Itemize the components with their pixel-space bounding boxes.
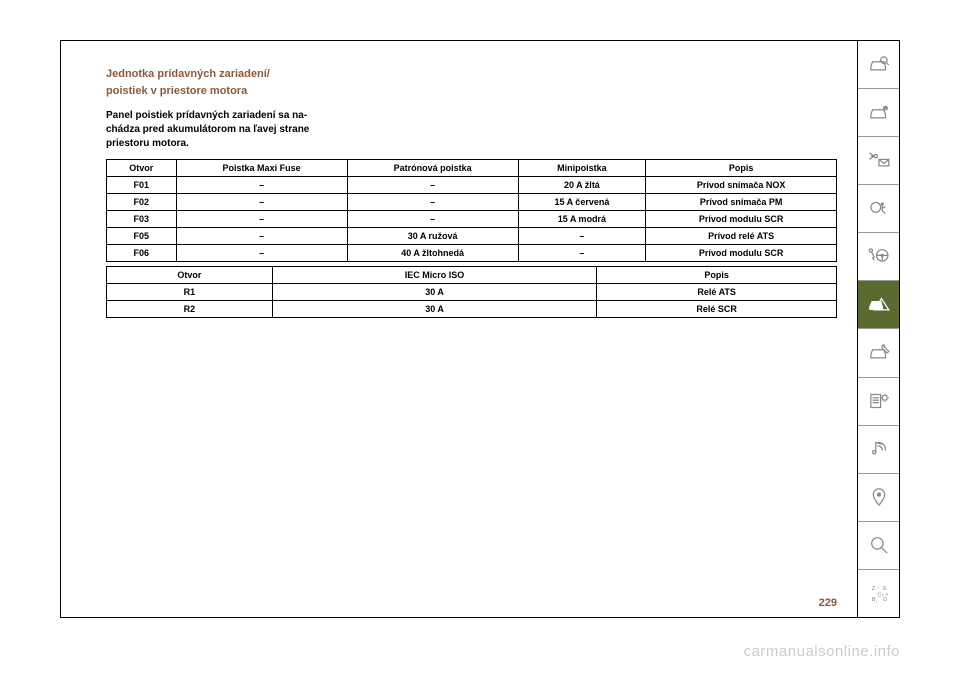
sidebar-item-media[interactable] [858,426,899,474]
search-icon [866,532,892,558]
table-cell: – [518,245,646,262]
table-header: IEC Micro ISO [272,267,597,284]
light-mail-icon [866,148,892,174]
table-cell: 40 A žltohnedá [347,245,518,262]
table-cell: Prívod modulu SCR [646,245,837,262]
content-area: Jednotka prídavných zariadení/ poistiek … [61,41,857,617]
table-cell: Prívod snímača PM [646,194,837,211]
car-warning-icon [866,292,892,318]
sidebar-item-search[interactable] [858,522,899,570]
table-row: F02––15 A červenáPrívod snímača PM [107,194,837,211]
steering-key-icon [866,244,892,270]
page-frame: Jednotka prídavných zariadení/ poistiek … [60,40,900,618]
page-number: 229 [819,597,837,609]
table-header: Popis [646,160,837,177]
sidebar-item-message[interactable] [858,137,899,185]
table-cell: 15 A modrá [518,211,646,228]
svg-text:I: I [875,599,876,604]
car-magnify-icon [866,52,892,78]
table-cell: – [347,194,518,211]
location-pin-icon [866,484,892,510]
table-row: F01––20 A žltáPrívod snímača NOX [107,177,837,194]
body-line-3: priestoru motora. [106,137,837,151]
table-cell: F02 [107,194,177,211]
body-line-1: Panel poistiek prídavných zariadení sa n… [106,109,837,123]
table-row: R130 ARelé ATS [107,284,837,301]
table-cell: – [176,211,347,228]
table-cell: – [176,245,347,262]
table-row: R230 ARelé SCR [107,301,837,318]
car-wrench-icon [866,340,892,366]
car-info-icon: i [866,100,892,126]
sidebar-nav: i [857,41,899,617]
table-cell: F01 [107,177,177,194]
svg-text:Z: Z [871,586,875,592]
document-gear-icon [866,388,892,414]
table-header: Poistka Maxi Fuse [176,160,347,177]
table-cell: Relé ATS [597,284,837,301]
sidebar-item-airbag[interactable] [858,185,899,233]
table-cell: Prívod relé ATS [646,228,837,245]
table-cell: Prívod snímača NOX [646,177,837,194]
sidebar-item-navigation[interactable] [858,474,899,522]
svg-text:i: i [885,106,886,111]
airbag-icon [866,196,892,222]
table-cell: 20 A žltá [518,177,646,194]
table-cell: – [518,228,646,245]
table-cell: 15 A červená [518,194,646,211]
sidebar-item-index[interactable]: Z B C E D I I T A [858,570,899,617]
table-row: F03––15 A modráPrívod modulu SCR [107,211,837,228]
table-cell: F05 [107,228,177,245]
table-cell: – [347,177,518,194]
svg-text:I: I [877,585,878,590]
sound-wave-icon [866,436,892,462]
table-cell: R2 [107,301,273,318]
sidebar-item-service[interactable] [858,329,899,377]
table-cell: F06 [107,245,177,262]
section-heading: Jednotka prídavných zariadení/ poistiek … [106,66,837,99]
svg-text:D: D [883,598,887,604]
table-cell: 30 A [272,301,597,318]
table-header: Otvor [107,267,273,284]
table-header: Otvor [107,160,177,177]
alphabet-index-icon: Z B C E D I I T A [866,580,892,606]
body-line-2: chádza pred akumulátorom na ľavej strane [106,123,837,137]
body-paragraph: Panel poistiek prídavných zariadení sa n… [106,109,837,151]
table-cell: – [347,211,518,228]
table-cell: 30 A [272,284,597,301]
sidebar-item-steering[interactable] [858,233,899,281]
table-cell: – [176,177,347,194]
table-header: Patrónová poistka [347,160,518,177]
fuse-table-1: OtvorPoistka Maxi FusePatrónová poistkaM… [106,159,837,262]
sidebar-item-info[interactable]: i [858,89,899,137]
table-cell: Relé SCR [597,301,837,318]
sidebar-item-settings[interactable] [858,378,899,426]
table-row: F06–40 A žltohnedá–Prívod modulu SCR [107,245,837,262]
table-cell: R1 [107,284,273,301]
table-cell: Prívod modulu SCR [646,211,837,228]
table-cell: – [176,228,347,245]
sidebar-item-inspect[interactable] [858,41,899,89]
table-cell: – [176,194,347,211]
heading-line-1: Jednotka prídavných zariadení/ [106,66,837,83]
table-header: Popis [597,267,837,284]
watermark: carmanualsonline.info [744,643,900,660]
fuse-table-2: OtvorIEC Micro ISOPopisR130 ARelé ATSR23… [106,266,837,318]
table-row: F05–30 A ružová–Prívod relé ATS [107,228,837,245]
svg-text:A: A [885,592,888,597]
sidebar-item-warning[interactable] [858,281,899,329]
table-header: Minipoistka [518,160,646,177]
table-cell: F03 [107,211,177,228]
heading-line-2: poistiek v priestore motora [106,83,837,100]
table-cell: 30 A ružová [347,228,518,245]
